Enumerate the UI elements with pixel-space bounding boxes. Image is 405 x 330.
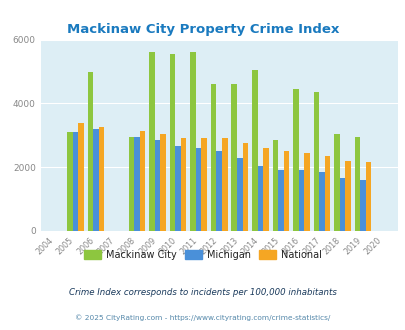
Bar (283, 151, 288, 231)
Text: © 2025 CityRating.com - https://www.cityrating.com/crime-statistics/: © 2025 CityRating.com - https://www.city… (75, 314, 330, 321)
Bar (72, 132, 78, 231)
Bar (149, 52, 154, 231)
Bar (354, 137, 359, 231)
Bar (134, 137, 140, 231)
Bar (222, 139, 227, 231)
Bar (292, 89, 298, 231)
Bar (231, 84, 237, 231)
Bar (339, 178, 344, 231)
Bar (242, 143, 247, 231)
Bar (257, 166, 262, 231)
Bar (324, 156, 329, 231)
Text: Crime Index corresponds to incidents per 100,000 inhabitants: Crime Index corresponds to incidents per… (69, 287, 336, 297)
Bar (160, 134, 166, 231)
Bar (359, 180, 365, 231)
Bar (190, 52, 196, 231)
Bar (262, 148, 268, 231)
Bar (313, 92, 318, 231)
Bar (78, 122, 83, 231)
Bar (87, 72, 93, 231)
Bar (140, 130, 145, 231)
Bar (169, 54, 175, 231)
Bar (298, 170, 303, 231)
Text: Mackinaw City Property Crime Index: Mackinaw City Property Crime Index (67, 23, 338, 36)
Bar (211, 84, 216, 231)
Bar (272, 140, 277, 231)
Bar (303, 153, 309, 231)
Bar (128, 137, 134, 231)
Bar (93, 129, 98, 231)
Bar (344, 161, 350, 231)
Bar (277, 170, 283, 231)
Bar (333, 134, 339, 231)
Bar (237, 158, 242, 231)
Bar (154, 140, 160, 231)
Bar (318, 172, 324, 231)
Bar (201, 139, 207, 231)
Bar (175, 147, 181, 231)
Bar (67, 132, 72, 231)
Bar (252, 70, 257, 231)
Bar (98, 127, 104, 231)
Bar (196, 148, 201, 231)
Bar (216, 151, 222, 231)
Legend: Mackinaw City, Michigan, National: Mackinaw City, Michigan, National (80, 246, 325, 264)
Bar (181, 139, 186, 231)
Bar (365, 162, 371, 231)
